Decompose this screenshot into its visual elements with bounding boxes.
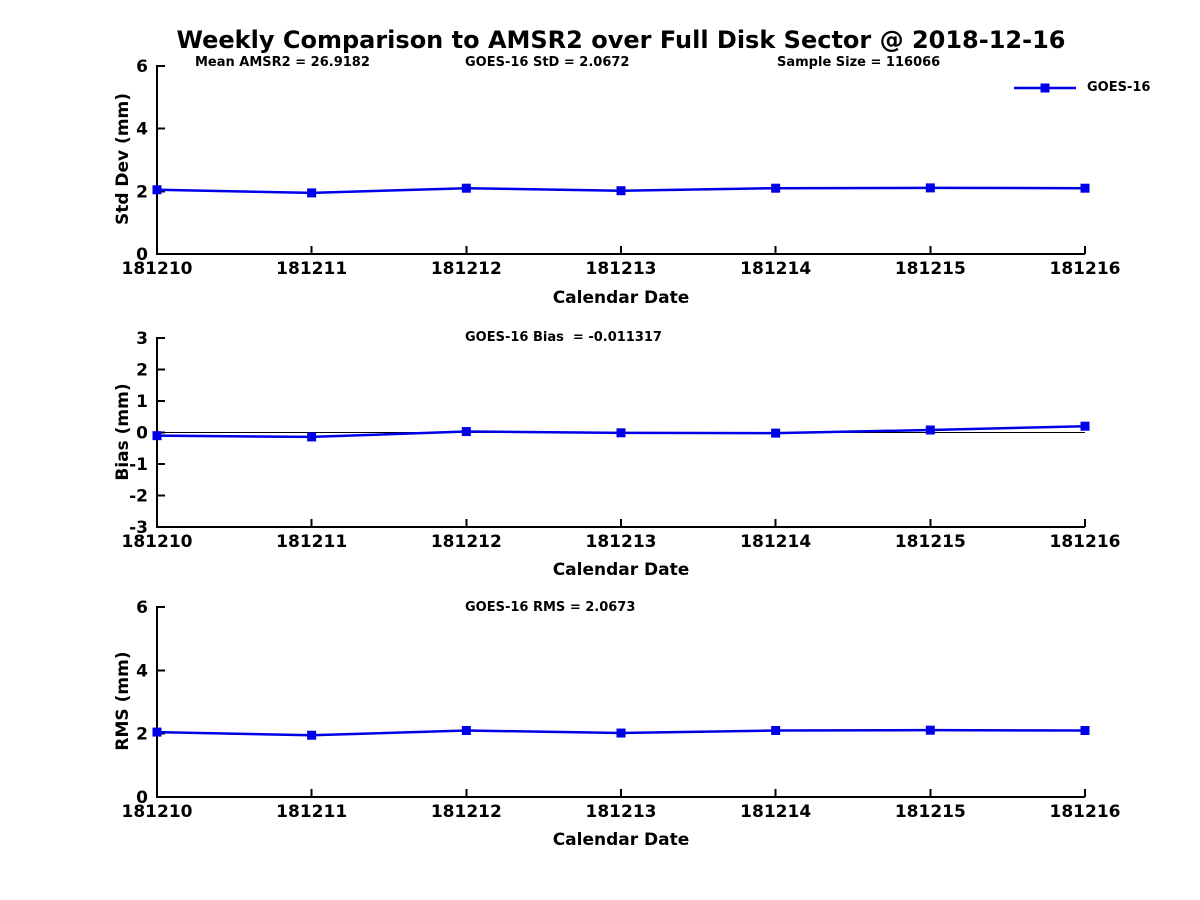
x-tick-label: 181213 — [586, 802, 657, 822]
data-point-marker — [925, 725, 935, 735]
legend: GOES-16 — [1013, 80, 1150, 95]
x-tick-label: 181211 — [276, 532, 347, 552]
data-point-marker — [616, 728, 626, 738]
x-tick-label: 181215 — [895, 802, 966, 822]
x-tick-label: 181215 — [895, 259, 966, 279]
subplot-rms: 0 2 4 6 181210 181211 181212 181213 181214 181215… — [122, 598, 1121, 822]
data-point-marker — [771, 428, 781, 438]
subplot-std-dev: 0 2 4 6 181210 181211 181212 181213 181214 181215… — [122, 57, 1121, 279]
rms-annotation: GOES-16 RMS = 2.0673 — [465, 600, 636, 615]
legend-line-sample-icon — [1014, 83, 1076, 92]
x-axis-label-bias: Calendar Date — [552, 560, 690, 580]
y-tick-label: 2 — [136, 725, 148, 745]
x-tick-label: 181210 — [122, 259, 193, 279]
y-tick-label: 6 — [136, 598, 148, 618]
stat-sample-size: Sample Size = 116066 — [777, 55, 941, 70]
data-point-marker — [461, 427, 471, 437]
data-point-marker — [307, 730, 317, 740]
axes-std-dev — [156, 65, 1086, 255]
data-point-marker — [1080, 183, 1090, 193]
y-tick-label: 2 — [136, 361, 148, 381]
x-tick-label: 181211 — [276, 802, 347, 822]
legend-label: GOES-16 — [1087, 80, 1151, 95]
x-tick-label: 181216 — [1050, 802, 1121, 822]
y-tick-label: 0 — [136, 788, 148, 808]
y-tick-label: 6 — [136, 57, 148, 77]
y-tick-label: 3 — [136, 329, 148, 349]
bias-annotation: GOES-16 Bias = -0.011317 — [465, 330, 662, 345]
x-tick-label: 181212 — [431, 259, 502, 279]
x-tick-label: 181210 — [122, 532, 193, 552]
x-tick-label: 181216 — [1050, 532, 1121, 552]
x-axis-label-rms: Calendar Date — [552, 830, 690, 850]
y-tick-label: 1 — [136, 392, 148, 412]
data-point-marker — [152, 185, 162, 195]
x-tick-label: 181213 — [586, 259, 657, 279]
chart-title: Weekly Comparison to AMSR2 over Full Dis… — [176, 26, 1066, 54]
x-tick-label: 181213 — [586, 532, 657, 552]
x-tick-label: 181212 — [431, 802, 502, 822]
y-tick-label: 0 — [136, 245, 148, 265]
data-point-marker — [152, 431, 162, 441]
x-tick-label: 181211 — [276, 259, 347, 279]
stat-mean-amsr2: Mean AMSR2 = 26.9182 — [195, 55, 370, 70]
y-tick-label: -1 — [129, 455, 148, 475]
data-point-marker — [925, 183, 935, 193]
x-tick-label: 181212 — [431, 532, 502, 552]
data-point-marker — [616, 428, 626, 438]
x-tick-label: 181214 — [740, 259, 811, 279]
data-point-marker — [616, 186, 626, 196]
data-point-marker — [771, 183, 781, 193]
data-point-marker — [1080, 726, 1090, 735]
data-point-marker — [307, 188, 317, 198]
stat-goes16-std: GOES-16 StD = 2.0672 — [465, 55, 630, 70]
y-tick-label: 4 — [136, 661, 148, 681]
axes-rms — [156, 606, 1086, 798]
x-tick-label: 181210 — [122, 802, 193, 822]
x-tick-label: 181214 — [740, 802, 811, 822]
y-tick-label: 4 — [136, 120, 148, 140]
y-tick-label: -3 — [129, 518, 148, 538]
data-point-marker — [152, 727, 162, 737]
x-tick-label: 181216 — [1050, 259, 1121, 279]
x-axis-label-std-dev: Calendar Date — [552, 288, 690, 308]
x-tick-label: 181214 — [740, 532, 811, 552]
x-tick-label: 181215 — [895, 532, 966, 552]
data-point-marker — [307, 432, 317, 442]
data-point-marker — [461, 183, 471, 193]
data-point-marker — [1080, 421, 1090, 431]
y-tick-label: -2 — [129, 487, 148, 507]
y-tick-label: 0 — [136, 424, 148, 444]
data-point-marker — [461, 726, 471, 735]
y-tick-label: 2 — [136, 182, 148, 202]
data-point-marker — [771, 726, 781, 735]
data-point-marker — [925, 425, 935, 435]
